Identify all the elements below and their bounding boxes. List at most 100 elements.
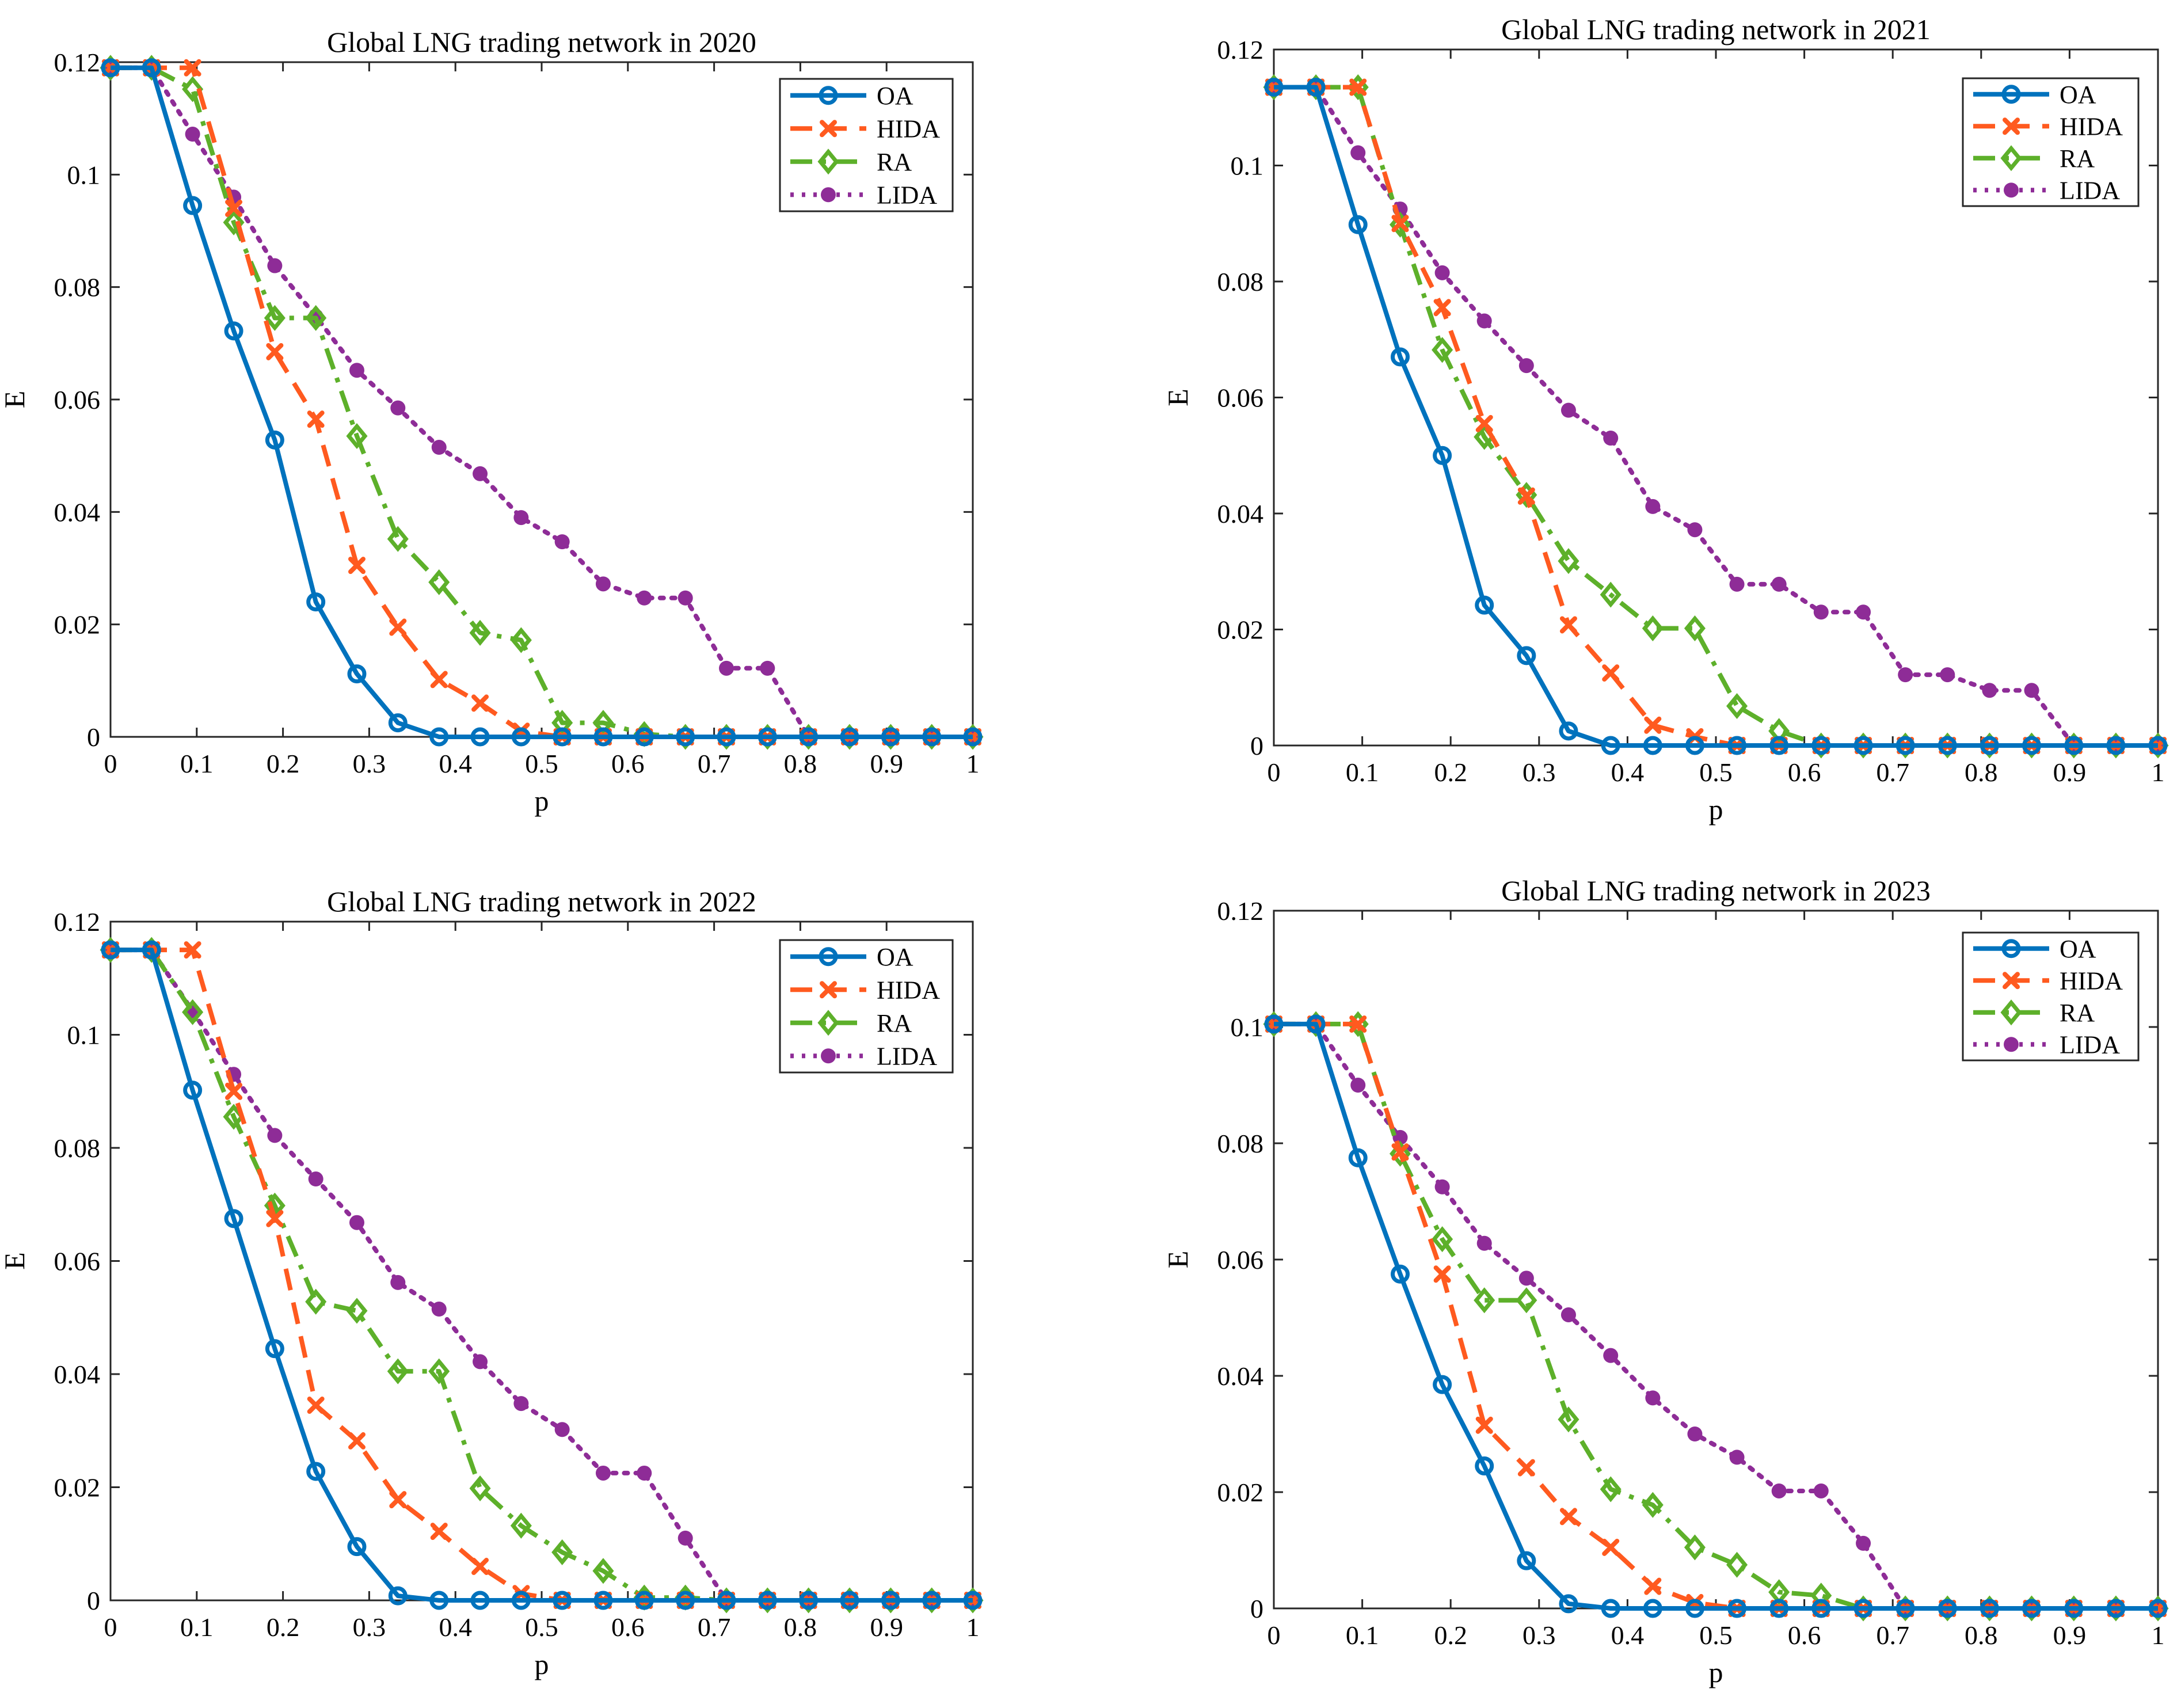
y-tick-label: 0.02 [1217, 1478, 1264, 1507]
data-point-oa [183, 1081, 203, 1100]
data-point-ra [1558, 548, 1579, 575]
data-point-oa [1769, 1599, 1789, 1618]
data-point-oa [758, 1591, 777, 1610]
data-point-lida [1729, 1450, 1745, 1465]
data-point-lida [1813, 1483, 1829, 1498]
data-point-ra [1642, 615, 1664, 641]
data-point-lida [185, 127, 200, 142]
series-line-lida [1272, 85, 2160, 748]
y-tick-label: 0.1 [67, 1021, 101, 1050]
legend: OA HIDA RA LIDA [1962, 77, 2140, 207]
data-point-oa [799, 727, 819, 747]
data-point-ra [387, 526, 409, 552]
data-point-lida [1476, 313, 1492, 329]
data-point-oa [1517, 1551, 1536, 1570]
data-point-oa [1348, 1148, 1368, 1167]
legend-box [1962, 77, 2140, 207]
data-point-oa [429, 1591, 449, 1610]
legend-marker-lida [2004, 182, 2019, 198]
data-point-oa [2022, 736, 2042, 755]
data-point-oa [1475, 595, 1494, 615]
data-point-lida [1560, 1307, 1576, 1322]
data-point-hida [1391, 215, 1409, 233]
data-point-oa [1643, 1599, 1662, 1618]
series-line-oa [111, 65, 973, 739]
chart-title: Global LNG trading network in 2023 [1501, 874, 1931, 907]
data-point-lida [473, 466, 488, 481]
data-point-oa [2106, 1599, 2126, 1618]
data-point-ra [305, 1288, 327, 1315]
x-tick-label: 0.1 [180, 1612, 214, 1642]
data-point-lida [1813, 604, 1829, 620]
legend-marker-hida [820, 120, 837, 138]
data-point-hida [1391, 1143, 1409, 1161]
series-oa [1264, 1014, 2168, 1618]
x-tick-label: 0.5 [525, 749, 558, 778]
x-axis-label: p [535, 1648, 549, 1680]
x-tick-label: 0.6 [611, 1612, 645, 1642]
y-tick-label: 0.04 [54, 1360, 101, 1389]
series-line-lida [1272, 1021, 2160, 1611]
data-point-oa [1769, 736, 1789, 755]
data-point-ra [182, 76, 204, 102]
data-point-ra [510, 1512, 532, 1539]
data-point-oa [1306, 77, 1326, 97]
data-point-oa [1938, 736, 1957, 755]
data-point-lida [1687, 522, 1703, 538]
data-point-oa [1517, 646, 1536, 665]
y-tick-label: 0.06 [1217, 383, 1264, 413]
data-point-hida [307, 1397, 325, 1414]
data-point-ra [592, 710, 614, 736]
data-point-hida [1433, 299, 1451, 317]
data-point-oa [922, 727, 942, 747]
data-point-hida [184, 59, 201, 77]
data-point-hida [1559, 616, 1577, 634]
data-point-hida [266, 1209, 284, 1227]
data-point-lida [349, 363, 364, 378]
data-point-hida [184, 941, 201, 959]
chart-panel: 0 0.1 0.2 0.3 0.4 0.5 0.6 0.7 0.8 0.9 1 0 0.02 0.04 0.… [0, 885, 984, 1680]
data-point-oa [1390, 347, 1410, 367]
data-point-ra [1474, 1287, 1495, 1314]
legend-marker-lida [821, 187, 836, 203]
data-point-oa [1559, 721, 1578, 741]
data-point-oa [1727, 1599, 1747, 1618]
data-point-oa [347, 664, 367, 684]
x-tick-label: 0.3 [1522, 1620, 1556, 1650]
legend: OA HIDA RA LIDA [779, 78, 954, 212]
legend-box [779, 78, 954, 212]
x-tick-label: 0.7 [698, 1612, 731, 1642]
x-tick-label: 0.9 [870, 749, 903, 778]
data-point-ra [1768, 718, 1790, 744]
y-tick-label: 0.12 [1217, 35, 1264, 64]
y-axis-label: E [1162, 1251, 1194, 1269]
data-point-ra [551, 710, 573, 736]
x-tick-label: 0 [1268, 1620, 1281, 1650]
x-tick-label: 0 [1268, 758, 1281, 787]
data-point-oa [1390, 1264, 1410, 1284]
series-oa [101, 58, 983, 747]
legend: OA HIDA RA LIDA [779, 939, 954, 1074]
data-point-lida [1645, 499, 1661, 514]
legend-label-oa: OA [2060, 935, 2096, 963]
y-tick-label: 0.04 [1217, 1361, 1264, 1391]
data-point-ra [510, 627, 532, 653]
data-point-lida [1940, 667, 1955, 683]
data-point-oa [634, 727, 654, 747]
data-point-oa [758, 727, 777, 747]
y-axis-label: E [0, 1252, 31, 1270]
data-point-hida [1517, 1459, 1535, 1477]
data-point-oa [2148, 736, 2168, 755]
data-point-oa [388, 1586, 408, 1606]
x-tick-label: 0.6 [1788, 1620, 1821, 1650]
data-point-oa [881, 727, 900, 747]
data-point-ra [1389, 211, 1411, 238]
data-point-oa [1685, 736, 1704, 755]
series-oa [1264, 77, 2168, 755]
legend-label-oa: OA [2060, 81, 2096, 109]
legend: OA HIDA RA LIDA [1962, 931, 2140, 1062]
data-point-oa [634, 1591, 654, 1610]
data-point-oa [1853, 1599, 1873, 1618]
legend-marker-hida [820, 981, 837, 999]
